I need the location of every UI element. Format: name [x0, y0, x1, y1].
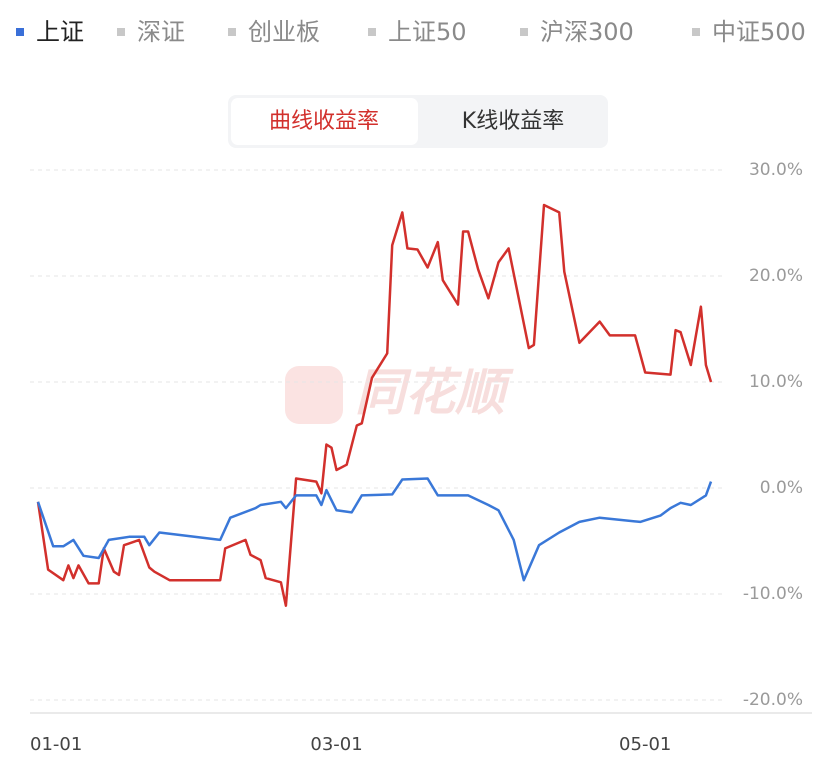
x-tick-label: 05-01 [619, 734, 671, 755]
toggle-option[interactable]: K线收益率 [462, 109, 564, 134]
tab[interactable]: 上证 [36, 18, 84, 46]
x-tick-label: 01-01 [30, 734, 82, 755]
y-tick-label: 0.0% [760, 478, 803, 498]
y-tick-label: -20.0% [743, 690, 803, 710]
watermark-icon [285, 366, 343, 424]
toggle-active [231, 98, 418, 145]
tab[interactable]: 沪深300 [540, 18, 634, 46]
y-tick-label: 30.0% [749, 160, 803, 180]
tab-marker [16, 28, 24, 36]
watermark: 同花顺 [355, 364, 514, 422]
tab-marker [228, 28, 236, 36]
tab[interactable]: 上证50 [388, 18, 467, 46]
y-tick-label: -10.0% [743, 584, 803, 604]
y-tick-label: 20.0% [749, 266, 803, 286]
tab-marker [520, 28, 528, 36]
tab[interactable]: 中证500 [712, 18, 806, 46]
series-line [36, 477, 713, 582]
x-tick-label: 03-01 [310, 734, 362, 755]
y-tick-label: 10.0% [749, 372, 803, 392]
tab-marker [692, 28, 700, 36]
tab-marker [117, 28, 125, 36]
tab-marker [368, 28, 376, 36]
toggle-option[interactable]: 曲线收益率 [269, 109, 379, 134]
series-line [36, 203, 713, 607]
tab[interactable]: 创业板 [248, 18, 320, 46]
tab[interactable]: 深证 [137, 18, 185, 46]
